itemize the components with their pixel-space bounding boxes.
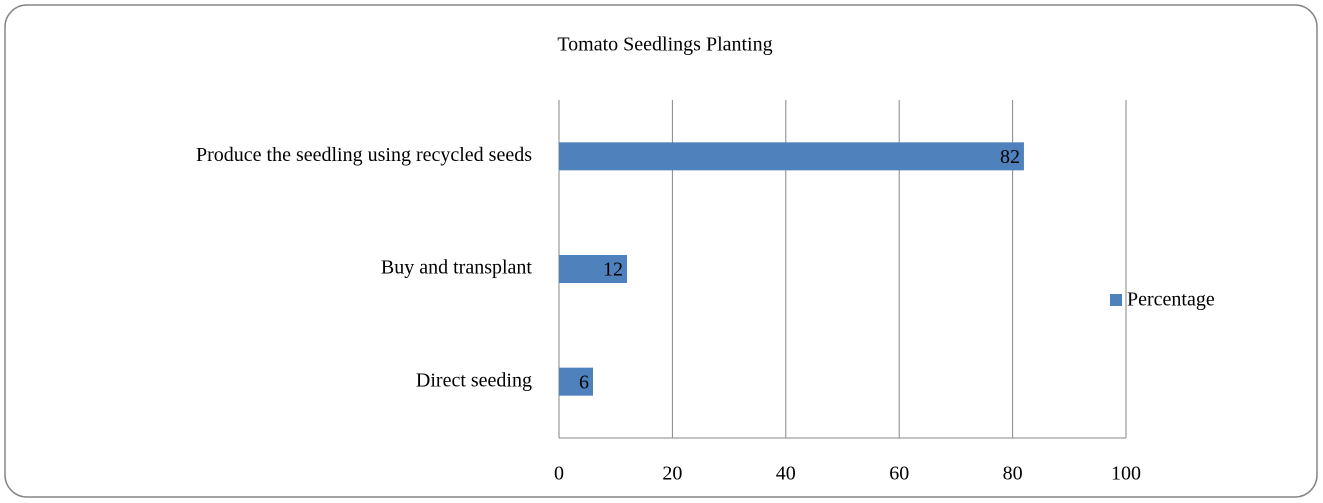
y-tick-label: Direct seeding [416, 369, 532, 391]
data-label: 12 [603, 259, 623, 281]
x-tick-label: 0 [554, 463, 564, 485]
bar [559, 142, 1024, 171]
x-tick-label: 20 [662, 463, 682, 485]
legend-swatch [1110, 294, 1122, 306]
bar [559, 255, 628, 283]
x-tick-label: 40 [776, 463, 796, 485]
y-tick-label: Buy and transplant [381, 257, 533, 279]
chart-title: Tomato Seedlings Planting [557, 34, 772, 56]
data-label: 6 [579, 371, 589, 393]
x-tick-label: 100 [1111, 463, 1141, 485]
x-tick-label: 60 [889, 463, 909, 485]
bar [559, 367, 594, 396]
x-tick-label: 80 [1003, 463, 1023, 485]
data-label: 82 [1000, 146, 1020, 168]
y-tick-label: Produce the seedling using recycled seed… [196, 144, 532, 166]
chart-border [4, 4, 1318, 498]
legend-label: Percentage [1127, 289, 1215, 311]
